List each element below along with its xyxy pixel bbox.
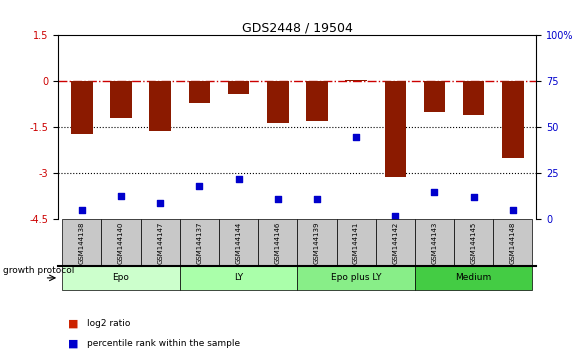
Text: growth protocol: growth protocol xyxy=(3,266,74,275)
Bar xyxy=(188,81,210,103)
Point xyxy=(312,196,322,202)
Text: GSM144147: GSM144147 xyxy=(157,221,163,264)
Bar xyxy=(110,81,132,118)
Point xyxy=(508,207,518,213)
Bar xyxy=(385,81,406,177)
Bar xyxy=(336,219,375,266)
Point xyxy=(273,196,282,202)
Bar xyxy=(502,81,524,158)
Text: percentile rank within the sample: percentile rank within the sample xyxy=(87,339,240,348)
Text: GSM144146: GSM144146 xyxy=(275,221,281,264)
Point xyxy=(469,195,478,200)
Text: log2 ratio: log2 ratio xyxy=(87,319,131,329)
Text: GSM144141: GSM144141 xyxy=(353,221,359,264)
Text: ■: ■ xyxy=(68,319,78,329)
Bar xyxy=(258,219,297,266)
Text: GSM144148: GSM144148 xyxy=(510,221,516,264)
Bar xyxy=(101,219,141,266)
Text: LY: LY xyxy=(234,273,243,282)
Bar xyxy=(149,81,171,131)
Text: ■: ■ xyxy=(68,338,78,348)
Bar xyxy=(71,81,93,133)
Bar xyxy=(415,219,454,266)
Text: GSM144144: GSM144144 xyxy=(236,221,241,264)
Point xyxy=(391,213,400,219)
Bar xyxy=(219,219,258,266)
Title: GDS2448 / 19504: GDS2448 / 19504 xyxy=(242,21,353,34)
Bar xyxy=(297,219,336,266)
Bar xyxy=(415,266,532,290)
Bar xyxy=(180,219,219,266)
Bar xyxy=(228,81,250,94)
Bar xyxy=(62,266,180,290)
Point xyxy=(117,193,126,198)
Bar xyxy=(267,81,289,123)
Text: GSM144142: GSM144142 xyxy=(392,221,398,264)
Point xyxy=(352,134,361,139)
Bar xyxy=(424,81,445,112)
Text: GSM144137: GSM144137 xyxy=(196,221,202,264)
Text: GSM144140: GSM144140 xyxy=(118,221,124,264)
Bar xyxy=(297,266,415,290)
Point xyxy=(156,200,165,206)
Point xyxy=(430,189,439,195)
Bar xyxy=(62,219,101,266)
Bar xyxy=(306,81,328,121)
Text: GSM144139: GSM144139 xyxy=(314,221,320,264)
Text: Medium: Medium xyxy=(455,273,492,282)
Text: Epo plus LY: Epo plus LY xyxy=(331,273,381,282)
Bar xyxy=(463,81,484,115)
Bar xyxy=(345,80,367,81)
Bar xyxy=(493,219,532,266)
Text: GSM144143: GSM144143 xyxy=(431,221,437,264)
Text: Epo: Epo xyxy=(113,273,129,282)
Bar xyxy=(375,219,415,266)
Bar xyxy=(454,219,493,266)
Point xyxy=(195,183,204,189)
Point xyxy=(234,176,243,182)
Text: GSM144145: GSM144145 xyxy=(470,221,477,264)
Point xyxy=(77,207,86,213)
Bar xyxy=(141,219,180,266)
Bar xyxy=(180,266,297,290)
Text: GSM144138: GSM144138 xyxy=(79,221,85,264)
